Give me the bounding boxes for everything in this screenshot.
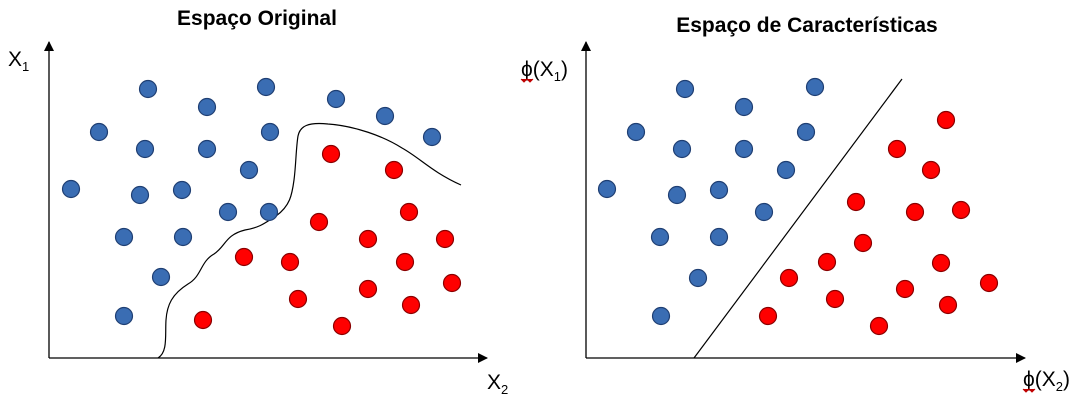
feature-space-title: Espaço de Características (676, 14, 937, 37)
feature-space-panel: Espaço de Características ϕ(X1) ϕ(X2) (520, 14, 1070, 394)
blue-class-point (173, 227, 193, 247)
red-class-point (332, 316, 352, 336)
red-class-point (869, 316, 889, 336)
blue-class-point (89, 122, 109, 142)
red-class-point (931, 253, 951, 273)
red-class-point (288, 289, 308, 309)
blue-class-point (239, 160, 259, 180)
blue-class-point (218, 202, 238, 222)
feature-space-points (597, 77, 999, 336)
red-class-point (358, 279, 378, 299)
original-space-title: Espaço Original (177, 7, 337, 30)
original-space-points (61, 77, 462, 336)
blue-class-point (422, 127, 442, 147)
red-class-point (442, 273, 462, 293)
red-class-point (401, 295, 421, 315)
blue-class-point (172, 180, 192, 200)
blue-class-point (796, 122, 816, 142)
blue-class-point (776, 160, 796, 180)
blue-class-point (259, 202, 279, 222)
linear-decision-boundary (693, 78, 903, 359)
red-class-point (321, 144, 341, 164)
blue-class-point (709, 227, 729, 247)
red-class-point (384, 160, 404, 180)
red-class-point (234, 247, 254, 267)
blue-class-point (61, 179, 81, 199)
blue-class-point (734, 97, 754, 117)
blue-class-point (672, 139, 692, 159)
blue-class-point (651, 306, 671, 326)
blue-class-point (626, 122, 646, 142)
red-class-point (905, 202, 925, 222)
red-class-point (921, 160, 941, 180)
red-class-point (936, 110, 956, 130)
red-class-point (399, 202, 419, 222)
phi-y-underline-mark (520, 78, 534, 83)
blue-class-point (688, 268, 708, 288)
red-class-point (979, 273, 999, 293)
red-class-point (853, 233, 873, 253)
y-axis-label: X1 (8, 48, 29, 74)
blue-class-point (709, 180, 729, 200)
red-class-point (358, 229, 378, 249)
red-class-point (817, 252, 837, 272)
blue-class-point (675, 79, 695, 99)
blue-class-point (326, 89, 346, 109)
blue-class-point (597, 179, 617, 199)
red-class-point (938, 295, 958, 315)
blue-class-point (197, 139, 217, 159)
phi-x-underline-mark (1022, 388, 1036, 393)
blue-class-point (138, 79, 158, 99)
red-class-point (951, 200, 971, 220)
red-class-point (779, 268, 799, 288)
blue-class-point (114, 227, 134, 247)
blue-class-point (260, 122, 280, 142)
blue-class-point (667, 185, 687, 205)
red-class-point (280, 252, 300, 272)
red-class-point (895, 279, 915, 299)
blue-class-point (114, 306, 134, 326)
original-space-panel: Espaço Original X1 X2 (8, 7, 508, 397)
red-class-point (825, 289, 845, 309)
blue-class-point (375, 106, 395, 126)
blue-class-point (151, 267, 171, 287)
blue-class-point (135, 139, 155, 159)
red-class-point (846, 192, 866, 212)
blue-class-point (256, 77, 276, 97)
blue-class-point (197, 97, 217, 117)
red-class-point (887, 139, 907, 159)
red-class-point (193, 310, 213, 330)
red-class-point (309, 212, 329, 232)
blue-class-point (130, 185, 150, 205)
phi-x-axis-label: ϕ(X2) (1023, 368, 1070, 394)
blue-class-point (805, 77, 825, 97)
red-class-point (395, 252, 415, 272)
red-class-point (435, 229, 455, 249)
blue-class-point (650, 227, 670, 247)
x-axis-label: X2 (487, 371, 508, 397)
blue-class-point (734, 139, 754, 159)
red-class-point (758, 306, 778, 326)
phi-y-axis-label: ϕ(X1) (521, 58, 568, 84)
blue-class-point (754, 202, 774, 222)
